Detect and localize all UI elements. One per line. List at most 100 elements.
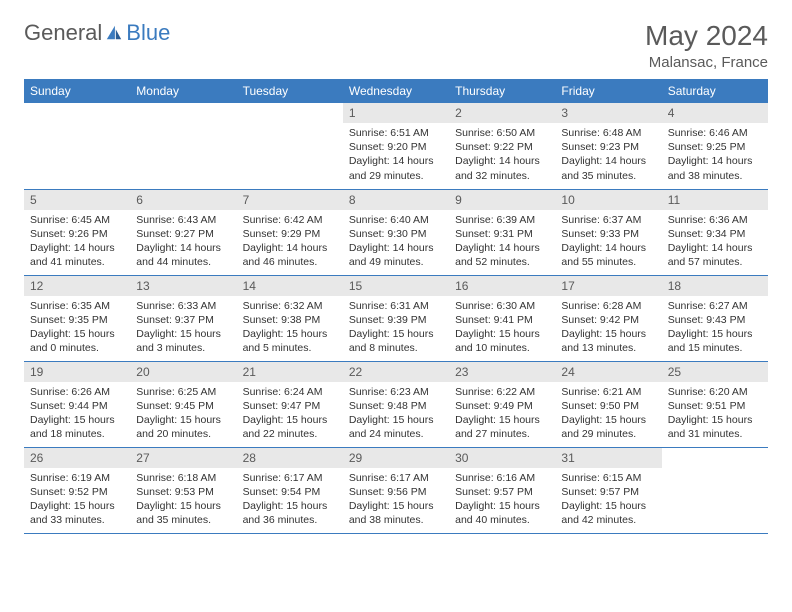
calendar-cell: 16Sunrise: 6:30 AMSunset: 9:41 PMDayligh… (449, 275, 555, 361)
calendar-cell: 7Sunrise: 6:42 AMSunset: 9:29 PMDaylight… (237, 189, 343, 275)
day-number: 3 (555, 103, 661, 123)
day-number: 1 (343, 103, 449, 123)
day-number: 5 (24, 190, 130, 210)
calendar-cell: 13Sunrise: 6:33 AMSunset: 9:37 PMDayligh… (130, 275, 236, 361)
calendar-head: SundayMondayTuesdayWednesdayThursdayFrid… (24, 79, 768, 103)
day-number: 20 (130, 362, 236, 382)
calendar-cell (130, 103, 236, 189)
day-number: 30 (449, 448, 555, 468)
day-details: Sunrise: 6:28 AMSunset: 9:42 PMDaylight:… (555, 296, 661, 360)
calendar-cell: 17Sunrise: 6:28 AMSunset: 9:42 PMDayligh… (555, 275, 661, 361)
day-details: Sunrise: 6:46 AMSunset: 9:25 PMDaylight:… (662, 123, 768, 187)
day-number: 31 (555, 448, 661, 468)
weekday-header: Friday (555, 79, 661, 103)
day-details: Sunrise: 6:17 AMSunset: 9:56 PMDaylight:… (343, 468, 449, 532)
day-details: Sunrise: 6:37 AMSunset: 9:33 PMDaylight:… (555, 210, 661, 274)
day-number: 26 (24, 448, 130, 468)
calendar-cell: 20Sunrise: 6:25 AMSunset: 9:45 PMDayligh… (130, 361, 236, 447)
day-details: Sunrise: 6:21 AMSunset: 9:50 PMDaylight:… (555, 382, 661, 446)
calendar-cell: 29Sunrise: 6:17 AMSunset: 9:56 PMDayligh… (343, 447, 449, 533)
calendar-row: 5Sunrise: 6:45 AMSunset: 9:26 PMDaylight… (24, 189, 768, 275)
day-details: Sunrise: 6:35 AMSunset: 9:35 PMDaylight:… (24, 296, 130, 360)
calendar-cell: 1Sunrise: 6:51 AMSunset: 9:20 PMDaylight… (343, 103, 449, 189)
day-details: Sunrise: 6:15 AMSunset: 9:57 PMDaylight:… (555, 468, 661, 532)
calendar-cell: 5Sunrise: 6:45 AMSunset: 9:26 PMDaylight… (24, 189, 130, 275)
day-details: Sunrise: 6:36 AMSunset: 9:34 PMDaylight:… (662, 210, 768, 274)
calendar-cell: 2Sunrise: 6:50 AMSunset: 9:22 PMDaylight… (449, 103, 555, 189)
calendar-cell: 22Sunrise: 6:23 AMSunset: 9:48 PMDayligh… (343, 361, 449, 447)
calendar-cell: 4Sunrise: 6:46 AMSunset: 9:25 PMDaylight… (662, 103, 768, 189)
day-number: 6 (130, 190, 236, 210)
day-number: 25 (662, 362, 768, 382)
day-details: Sunrise: 6:51 AMSunset: 9:20 PMDaylight:… (343, 123, 449, 187)
day-number: 11 (662, 190, 768, 210)
calendar-cell: 23Sunrise: 6:22 AMSunset: 9:49 PMDayligh… (449, 361, 555, 447)
day-details: Sunrise: 6:22 AMSunset: 9:49 PMDaylight:… (449, 382, 555, 446)
day-number: 14 (237, 276, 343, 296)
calendar-cell: 9Sunrise: 6:39 AMSunset: 9:31 PMDaylight… (449, 189, 555, 275)
day-number: 19 (24, 362, 130, 382)
day-details: Sunrise: 6:40 AMSunset: 9:30 PMDaylight:… (343, 210, 449, 274)
day-number: 7 (237, 190, 343, 210)
calendar-cell: 24Sunrise: 6:21 AMSunset: 9:50 PMDayligh… (555, 361, 661, 447)
calendar-cell: 27Sunrise: 6:18 AMSunset: 9:53 PMDayligh… (130, 447, 236, 533)
calendar-row: 12Sunrise: 6:35 AMSunset: 9:35 PMDayligh… (24, 275, 768, 361)
day-details: Sunrise: 6:32 AMSunset: 9:38 PMDaylight:… (237, 296, 343, 360)
title-block: May 2024 Malansac, France (645, 20, 768, 71)
calendar-cell (662, 447, 768, 533)
day-number: 9 (449, 190, 555, 210)
day-number: 16 (449, 276, 555, 296)
calendar-cell: 14Sunrise: 6:32 AMSunset: 9:38 PMDayligh… (237, 275, 343, 361)
calendar-row: 1Sunrise: 6:51 AMSunset: 9:20 PMDaylight… (24, 103, 768, 189)
calendar-cell: 25Sunrise: 6:20 AMSunset: 9:51 PMDayligh… (662, 361, 768, 447)
calendar-cell: 19Sunrise: 6:26 AMSunset: 9:44 PMDayligh… (24, 361, 130, 447)
day-details: Sunrise: 6:26 AMSunset: 9:44 PMDaylight:… (24, 382, 130, 446)
day-details: Sunrise: 6:30 AMSunset: 9:41 PMDaylight:… (449, 296, 555, 360)
day-number: 28 (237, 448, 343, 468)
calendar-cell: 30Sunrise: 6:16 AMSunset: 9:57 PMDayligh… (449, 447, 555, 533)
weekday-header: Saturday (662, 79, 768, 103)
day-details: Sunrise: 6:24 AMSunset: 9:47 PMDaylight:… (237, 382, 343, 446)
logo-text-2: Blue (126, 20, 170, 46)
calendar-cell: 31Sunrise: 6:15 AMSunset: 9:57 PMDayligh… (555, 447, 661, 533)
weekday-header: Monday (130, 79, 236, 103)
day-number: 18 (662, 276, 768, 296)
calendar-row: 19Sunrise: 6:26 AMSunset: 9:44 PMDayligh… (24, 361, 768, 447)
weekday-header: Wednesday (343, 79, 449, 103)
day-details: Sunrise: 6:25 AMSunset: 9:45 PMDaylight:… (130, 382, 236, 446)
calendar-cell: 26Sunrise: 6:19 AMSunset: 9:52 PMDayligh… (24, 447, 130, 533)
logo-text-1: General (24, 20, 102, 46)
day-details: Sunrise: 6:31 AMSunset: 9:39 PMDaylight:… (343, 296, 449, 360)
day-number: 22 (343, 362, 449, 382)
calendar-body: 1Sunrise: 6:51 AMSunset: 9:20 PMDaylight… (24, 103, 768, 533)
day-number: 2 (449, 103, 555, 123)
calendar-cell: 3Sunrise: 6:48 AMSunset: 9:23 PMDaylight… (555, 103, 661, 189)
calendar-cell: 8Sunrise: 6:40 AMSunset: 9:30 PMDaylight… (343, 189, 449, 275)
calendar-cell: 12Sunrise: 6:35 AMSunset: 9:35 PMDayligh… (24, 275, 130, 361)
day-details: Sunrise: 6:48 AMSunset: 9:23 PMDaylight:… (555, 123, 661, 187)
calendar-cell (237, 103, 343, 189)
day-details: Sunrise: 6:42 AMSunset: 9:29 PMDaylight:… (237, 210, 343, 274)
logo-sail-icon (105, 24, 123, 42)
weekday-header: Tuesday (237, 79, 343, 103)
day-number: 15 (343, 276, 449, 296)
calendar-table: SundayMondayTuesdayWednesdayThursdayFrid… (24, 79, 768, 534)
calendar-cell (24, 103, 130, 189)
day-number: 21 (237, 362, 343, 382)
day-number: 13 (130, 276, 236, 296)
day-number: 24 (555, 362, 661, 382)
calendar-cell: 28Sunrise: 6:17 AMSunset: 9:54 PMDayligh… (237, 447, 343, 533)
day-details: Sunrise: 6:33 AMSunset: 9:37 PMDaylight:… (130, 296, 236, 360)
calendar-cell: 21Sunrise: 6:24 AMSunset: 9:47 PMDayligh… (237, 361, 343, 447)
day-number: 4 (662, 103, 768, 123)
day-details: Sunrise: 6:43 AMSunset: 9:27 PMDaylight:… (130, 210, 236, 274)
day-number: 12 (24, 276, 130, 296)
day-number: 29 (343, 448, 449, 468)
calendar-cell: 11Sunrise: 6:36 AMSunset: 9:34 PMDayligh… (662, 189, 768, 275)
day-details: Sunrise: 6:19 AMSunset: 9:52 PMDaylight:… (24, 468, 130, 532)
day-number: 27 (130, 448, 236, 468)
calendar-cell: 18Sunrise: 6:27 AMSunset: 9:43 PMDayligh… (662, 275, 768, 361)
calendar-cell: 6Sunrise: 6:43 AMSunset: 9:27 PMDaylight… (130, 189, 236, 275)
location: Malansac, France (645, 54, 768, 71)
calendar-row: 26Sunrise: 6:19 AMSunset: 9:52 PMDayligh… (24, 447, 768, 533)
